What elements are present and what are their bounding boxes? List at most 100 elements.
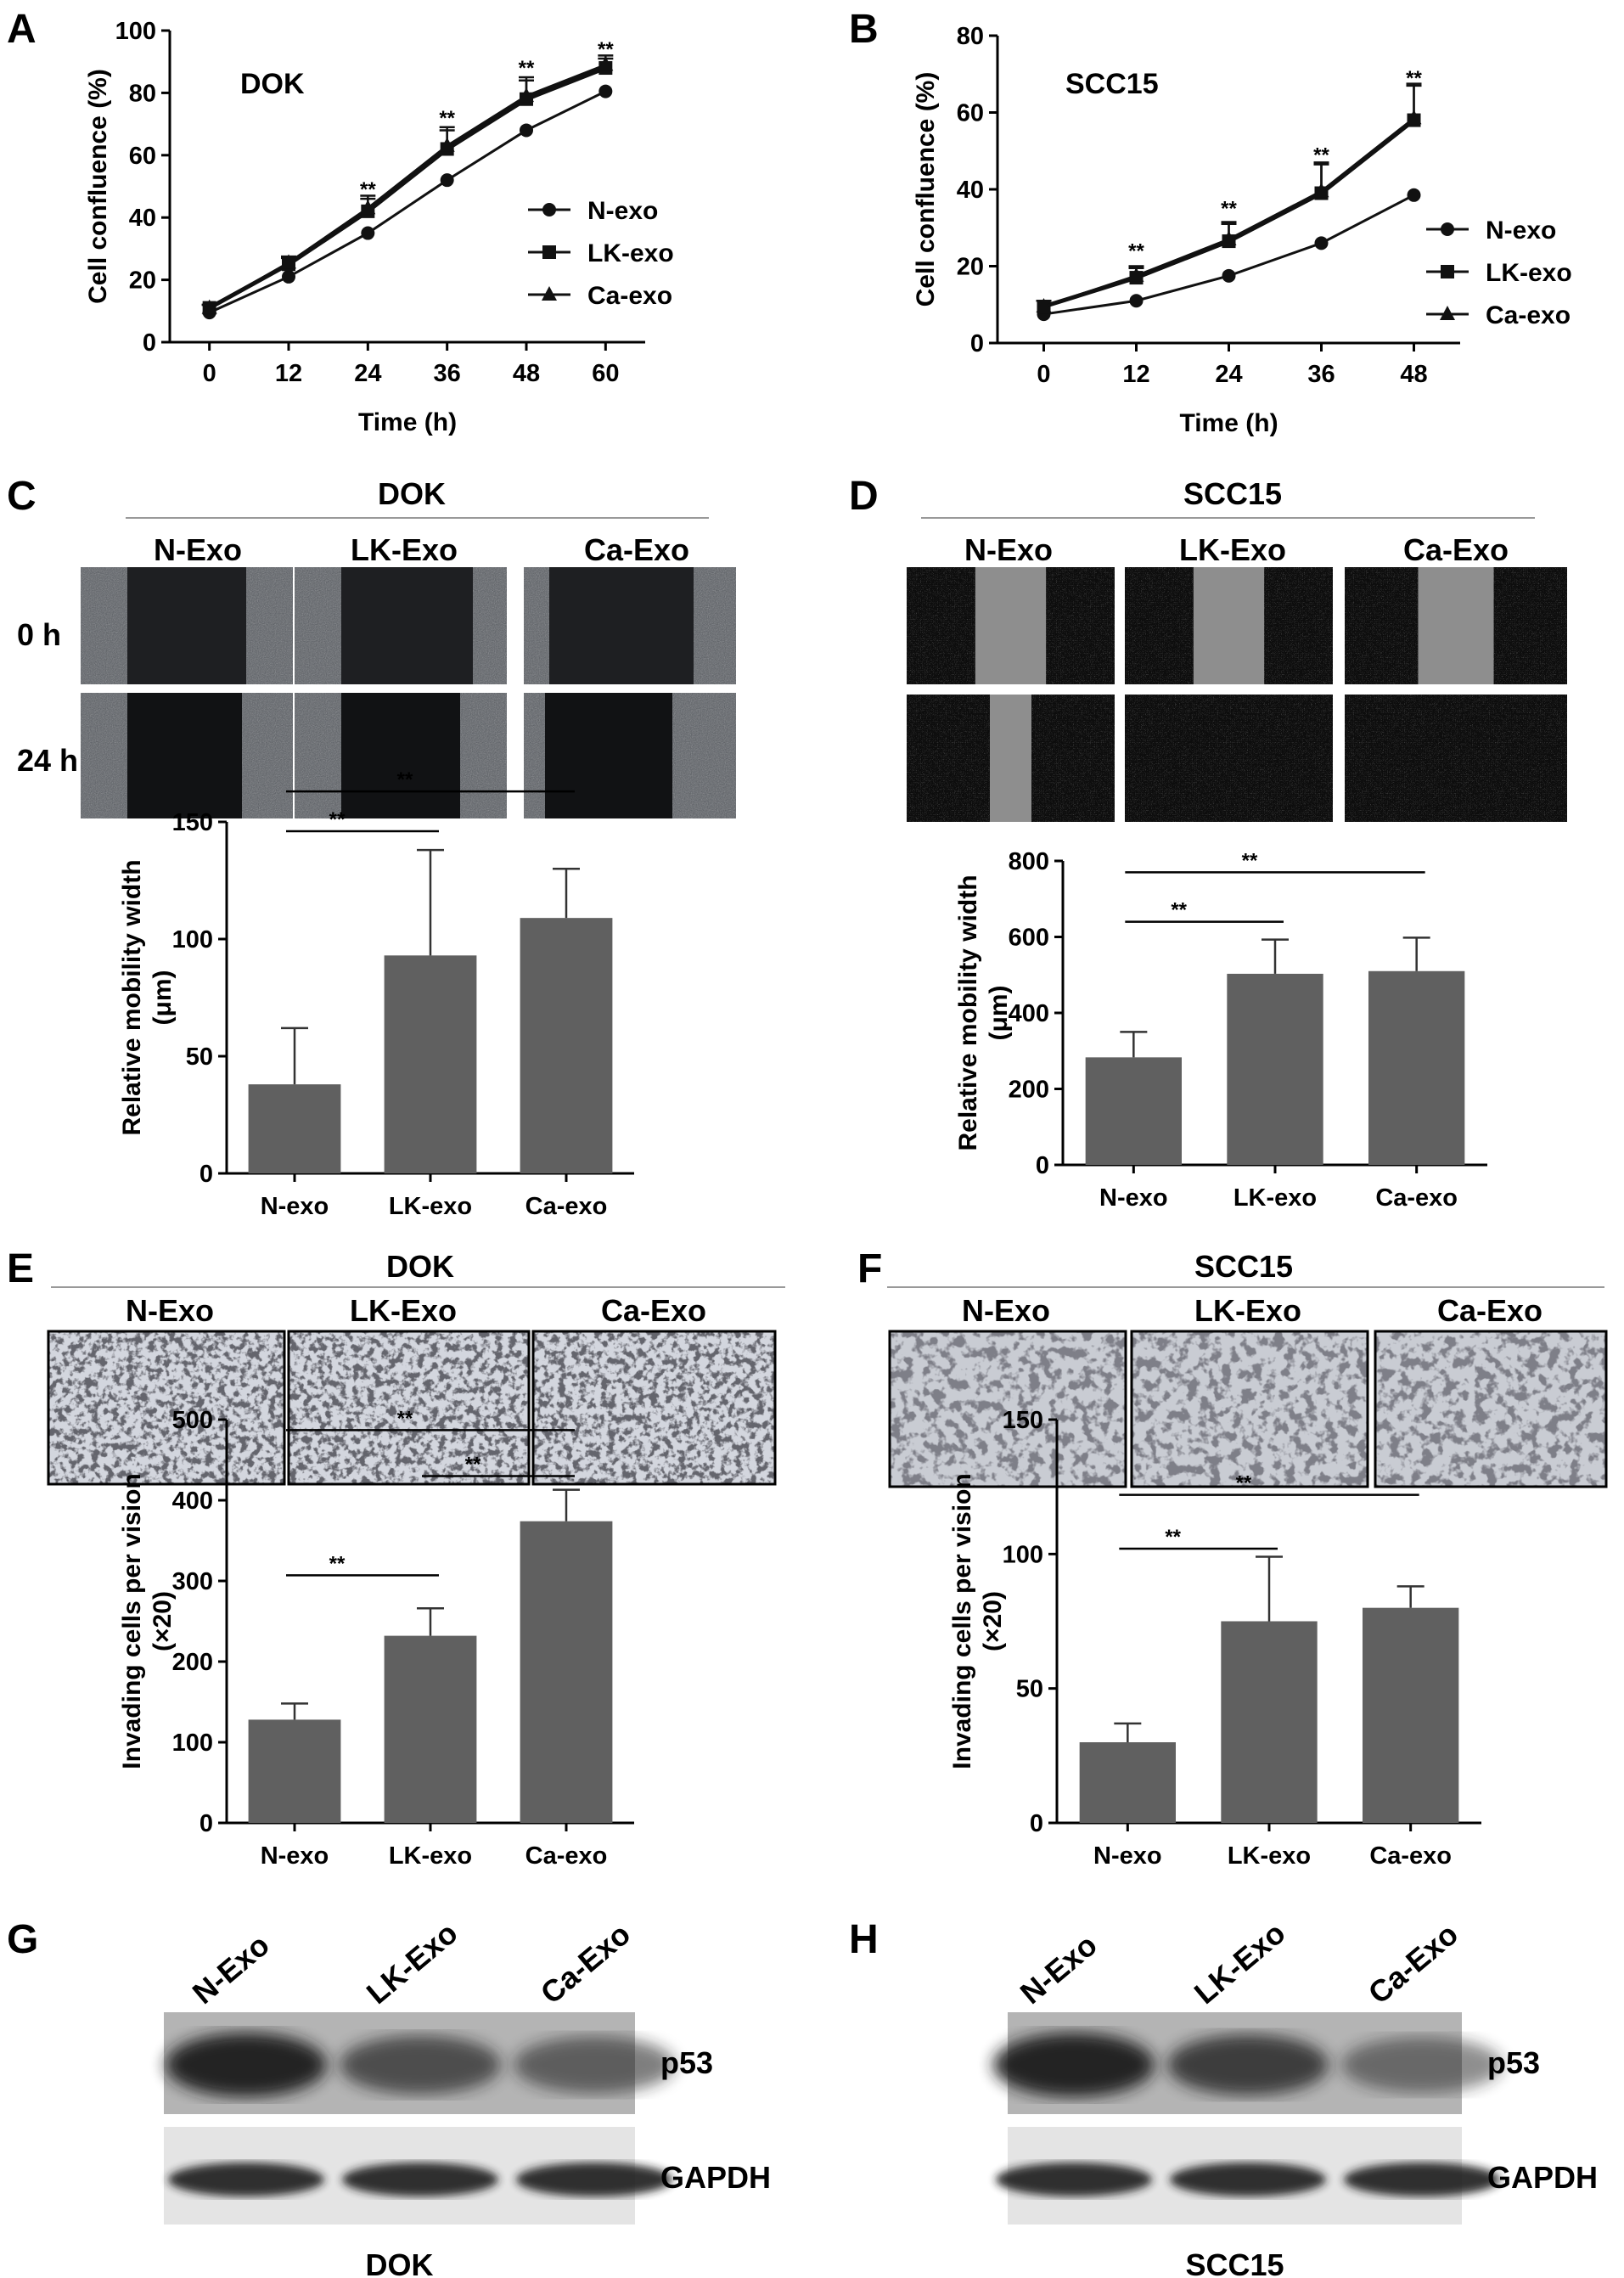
chart-b-point-ca-exo (1036, 298, 1052, 313)
chart-b-confluence-scc15: 0 20 40 60 80 0 12 24 36 48 Time (h) Cell confluenc… (912, 23, 1572, 437)
chart-a-legend-label: Ca-exo (587, 282, 672, 310)
micrograph-f-tile-2-texture (1375, 1331, 1606, 1487)
chart-b-legend-label: N-exo (1486, 217, 1556, 245)
micrograph-d-tile-24h-2 (1345, 695, 1567, 822)
micrograph-d-tile-0h-1 (1125, 567, 1333, 684)
panel-label-f: F (857, 1246, 882, 1291)
chart-f-y-tick-label: 50 (1016, 1676, 1043, 1703)
chart-d-y-tick-label: 0 (1036, 1152, 1049, 1179)
chart-a-point-n-exo (361, 226, 375, 240)
micrograph-e-tile-0 (47, 1330, 286, 1486)
micrograph-e-tile-2-texture (533, 1331, 775, 1484)
blot-g-p53-band (340, 2035, 501, 2095)
blot-h-lane-label: LK-Exo (1188, 1915, 1292, 2011)
chart-f-y-tick-label: 0 (1030, 1810, 1043, 1837)
micrograph-f-col-lk: LK-Exo (1194, 1293, 1301, 1328)
chart-e-significance-label: ** (397, 1407, 413, 1430)
blot-h-lane-label: Ca-Exo (1362, 1916, 1464, 2011)
chart-a-point-ca-exo (519, 87, 534, 103)
chart-e-y-tick-label: 300 (172, 1568, 213, 1595)
chart-a-x-tick-label: 60 (592, 360, 619, 387)
chart-d-y-label-line2: (μm) (985, 985, 1013, 1040)
chart-a-x-label: Time (h) (358, 408, 457, 436)
chart-e-category-label: N-exo (261, 1842, 329, 1870)
micrograph-d-tile-0h-2-wound-gap (1418, 567, 1494, 684)
chart-a-significance: ** (519, 57, 535, 80)
micrograph-e-col-n: N-Exo (126, 1293, 214, 1328)
micrograph-d-tile-0h-0 (907, 567, 1115, 684)
chart-d-bar-lk-exo (1227, 973, 1323, 1165)
blot-h-p53-band (1167, 2034, 1329, 2095)
chart-d-y-tick-label: 400 (1009, 1000, 1049, 1027)
western-blot-h-scc15: N-Exo LK-Exo Ca-Exo p53 GAPDH SCC15 (993, 1915, 1598, 2278)
chart-f-y-tick-label: 150 (1003, 1407, 1043, 1434)
chart-c-y-tick-label: 100 (172, 926, 213, 953)
micrograph-f-tile-2-border (1374, 1330, 1608, 1488)
panel-label-c: C (7, 474, 37, 519)
micrograph-d-tile-24h-0 (907, 695, 1115, 822)
blot-g-p53-label: p53 (660, 2045, 713, 2080)
chart-a-legend-label: N-exo (587, 197, 658, 225)
chart-c-bar-lk-exo (384, 955, 477, 1173)
chart-a-point-ca-exo (439, 137, 455, 152)
micrograph-c-wound-healing-dok: DOK N-Exo LK-Exo Ca-Exo 0 h 24 h (17, 476, 736, 818)
chart-f-significance-label: ** (1165, 1526, 1181, 1549)
micrograph-f-col-ca: Ca-Exo (1437, 1293, 1543, 1328)
blot-g-p53-band (514, 2036, 675, 2094)
chart-c-y-label-line1: Relative mobility width (118, 859, 146, 1135)
micrograph-c-tile-24h-0 (81, 693, 293, 818)
micrograph-d-tile-24h-0-wound-gap (990, 695, 1031, 822)
micrograph-d-tile-24h-2-texture (1345, 695, 1567, 822)
chart-b-significance: ** (1221, 198, 1237, 221)
chart-d-category-label: Ca-exo (1375, 1184, 1458, 1212)
micrograph-f-invasion-scc15: SCC15 N-Exo LK-Exo Ca-Exo (887, 1249, 1608, 1488)
chart-c-bar-ca-exo (520, 918, 613, 1173)
chart-a-point-n-exo (440, 173, 454, 188)
chart-d-y-tick-label: 600 (1009, 925, 1049, 952)
chart-c-y-tick-label: 50 (186, 1043, 213, 1071)
blot-g-lane-label: Ca-Exo (534, 1916, 637, 2011)
micrograph-c-col-ca: Ca-Exo (584, 532, 689, 567)
chart-b-x-tick-label: 12 (1122, 361, 1149, 388)
chart-d-category-label: LK-exo (1233, 1184, 1317, 1212)
panel-label-e: E (7, 1246, 34, 1291)
chart-b-point-n-exo (1129, 294, 1144, 308)
chart-b-x-tick-label: 24 (1215, 361, 1242, 388)
chart-b-point-ca-exo (1406, 110, 1422, 125)
micrograph-f-tile-1-border (1130, 1330, 1369, 1488)
micrograph-e-tile-1 (287, 1330, 531, 1486)
micrograph-e-tile-1-texture (289, 1331, 529, 1484)
micrograph-e-tile-0-border (47, 1330, 286, 1486)
chart-f-y-tick-label: 100 (1003, 1541, 1043, 1568)
chart-f-category-label: Ca-exo (1369, 1842, 1452, 1870)
chart-f-significance-label: ** (1236, 1472, 1252, 1495)
chart-c-category-label: Ca-exo (525, 1193, 608, 1220)
micrograph-e-tile-2 (531, 1330, 777, 1486)
chart-c-significance-label: ** (397, 768, 413, 791)
panel-label-h: H (849, 1917, 879, 1962)
blot-h-p53-band (1341, 2037, 1503, 2093)
chart-f-category-label: N-exo (1093, 1842, 1162, 1870)
chart-a-y-tick-label: 60 (129, 143, 156, 170)
chart-f-bar-lk-exo (1221, 1621, 1318, 1823)
micrograph-d-tile-0h-0-wound-gap (975, 567, 1047, 684)
blot-g-gapdh-band (516, 2163, 672, 2196)
chart-b-point-ca-exo (1313, 183, 1329, 198)
chart-b-legend-label: LK-exo (1486, 259, 1572, 287)
chart-b-legend-label: Ca-exo (1486, 301, 1571, 329)
chart-e-y-tick-label: 200 (172, 1649, 213, 1676)
chart-d-y-label-line1: Relative mobility width (954, 875, 982, 1150)
micrograph-c-tile-24h-2 (524, 693, 736, 818)
chart-f-invasion-scc15: 0 50 100 150 N-exo LK-exo Ca-exo ** ** Invading c… (948, 1407, 1481, 1870)
micrograph-f-tile-0 (888, 1330, 1127, 1488)
chart-a-legend-marker (542, 203, 556, 217)
chart-e-bar-ca-exo (520, 1521, 613, 1823)
micrograph-d-col-n: N-Exo (964, 532, 1053, 567)
chart-a-point-n-exo (520, 123, 533, 138)
panel-label-d: D (849, 474, 879, 519)
chart-a-y-tick-label: 40 (129, 205, 156, 232)
chart-b-point-n-exo (1222, 268, 1236, 283)
chart-e-bar-lk-exo (384, 1635, 477, 1823)
chart-d-y-tick-label: 200 (1009, 1077, 1049, 1104)
